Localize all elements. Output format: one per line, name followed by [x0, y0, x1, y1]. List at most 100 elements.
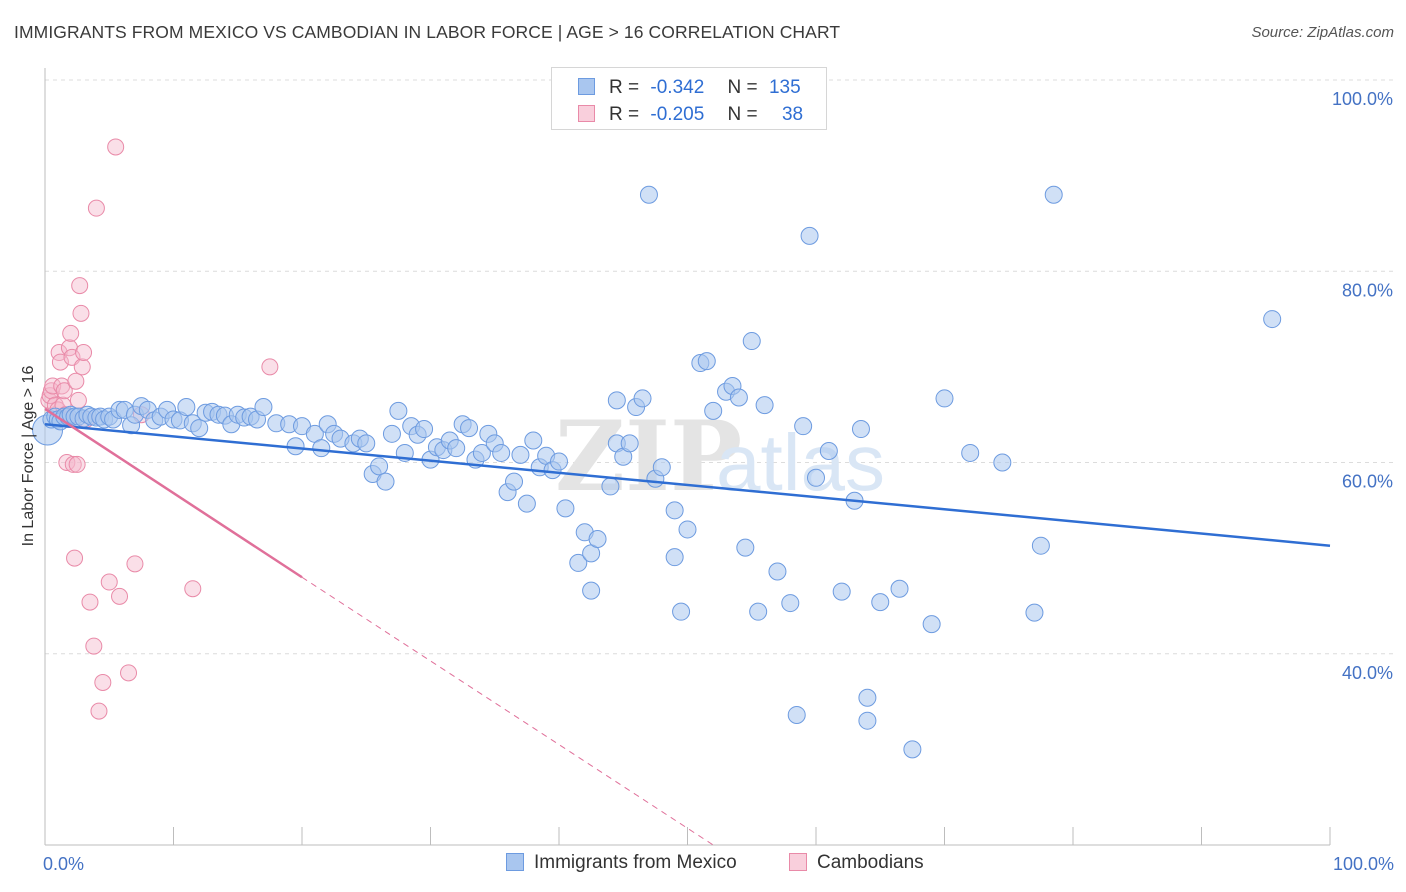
point-mexico — [858, 688, 877, 707]
point-cambodian — [58, 454, 76, 471]
point-mexico — [871, 593, 890, 612]
point-mexico — [800, 226, 819, 245]
point-mexico — [1031, 536, 1050, 555]
point-mexico — [376, 472, 395, 491]
point-mexico — [781, 594, 800, 613]
point-mexico — [382, 424, 401, 443]
point-cambodian — [90, 702, 108, 720]
point-mexico — [1044, 185, 1063, 204]
point-mexico — [312, 439, 331, 458]
point-mexico — [588, 530, 607, 548]
point-mexico — [851, 420, 870, 439]
point-mexico — [607, 391, 626, 410]
point-cambodian — [107, 138, 125, 156]
y-tick-label: 80.0% — [1342, 280, 1393, 300]
point-mexico — [511, 445, 530, 464]
point-mexico — [652, 458, 671, 477]
point-cambodian — [68, 455, 86, 473]
point-mexico — [633, 389, 652, 408]
point-mexico — [357, 434, 376, 453]
point-mexico — [639, 185, 658, 204]
point-mexico — [517, 494, 536, 513]
point-cambodian — [75, 344, 93, 362]
point-mexico — [742, 332, 761, 351]
point-mexico — [755, 396, 774, 415]
point-mexico — [190, 419, 209, 438]
point-mexico — [807, 468, 825, 487]
point-mexico — [601, 477, 620, 496]
legend-row-mexico: R = -0.342 N = 135 — [578, 77, 801, 101]
point-mexico — [1025, 603, 1044, 622]
point-mexico — [935, 389, 954, 408]
series-legend-label: Immigrants from Mexico — [534, 852, 737, 873]
y-tick-label: 40.0% — [1342, 663, 1393, 683]
point-mexico — [582, 581, 601, 600]
point-mexico — [729, 388, 748, 407]
legend-r-value: -0.342 — [650, 77, 705, 98]
point-mexico — [704, 401, 723, 420]
point-mexico — [665, 548, 684, 567]
x-tick-label-min: 0.0% — [43, 854, 84, 874]
trend-mexico — [44, 423, 1331, 547]
x-ticks — [44, 827, 1331, 845]
point-mexico — [620, 434, 639, 453]
legend-r-label: R = — [609, 104, 640, 125]
point-mexico — [832, 582, 851, 601]
point-mexico — [749, 602, 768, 621]
series-legend-mexico: Immigrants from Mexico — [506, 852, 737, 874]
point-cambodian — [126, 555, 144, 573]
point-mexico — [961, 443, 980, 462]
point-cambodian — [66, 549, 84, 567]
point-cambodian — [85, 637, 103, 655]
trend-lines — [44, 407, 1331, 846]
point-mexico — [460, 419, 479, 438]
trend-cambodians-extension — [301, 576, 714, 846]
y-axis-title: In Labor Force | Age > 16 — [20, 366, 37, 547]
series-legend-cambodians: Cambodians — [789, 852, 924, 874]
point-cambodian — [72, 304, 90, 322]
point-mexico — [1263, 310, 1282, 329]
legend-r-label: R = — [609, 77, 640, 98]
point-cambodian — [81, 593, 99, 611]
point-mexico — [922, 615, 941, 634]
point-mexico — [819, 442, 838, 461]
chart-title: IMMIGRANTS FROM MEXICO VS CAMBODIAN IN L… — [14, 22, 841, 42]
y-tick-labels: 40.0% 60.0% 80.0% 100.0% — [1332, 89, 1393, 683]
point-mexico — [447, 439, 466, 458]
point-mexico — [556, 499, 575, 518]
series-legend-label: Cambodians — [817, 852, 924, 873]
legend-n-label: N = — [727, 77, 758, 98]
legend-swatch-mexico — [578, 78, 595, 95]
point-mexico — [665, 501, 684, 520]
point-cambodian — [94, 673, 112, 691]
x-tick-label-max: 100.0% — [1333, 854, 1394, 874]
legend-row-cambodians: R = -0.205 N = 38 — [578, 104, 803, 128]
point-cambodian — [100, 573, 118, 591]
point-cambodian — [55, 382, 73, 400]
trend-cambodians — [44, 407, 303, 579]
y-tick-label: 100.0% — [1332, 89, 1393, 109]
y-tick-label: 60.0% — [1342, 472, 1393, 492]
point-mexico — [890, 579, 909, 598]
point-mexico — [505, 472, 524, 491]
point-mexico — [569, 553, 588, 572]
point-cambodian — [62, 324, 80, 342]
point-mexico — [472, 443, 491, 462]
series-mexico — [32, 185, 1282, 759]
point-mexico — [177, 398, 196, 417]
point-mexico — [697, 352, 716, 371]
chart-source: Source: ZipAtlas.com — [1251, 24, 1394, 41]
series-legend-swatch-mexico — [506, 853, 524, 871]
point-mexico — [254, 398, 273, 417]
legend-r-value: -0.205 — [650, 104, 705, 125]
point-mexico — [787, 705, 806, 724]
point-cambodian — [71, 277, 89, 295]
gridlines — [45, 79, 1393, 655]
point-mexico — [524, 431, 543, 450]
correlation-legend: R = -0.342 N = 135 R = -0.205 N = 38 — [551, 67, 827, 130]
point-mexico — [389, 401, 408, 420]
legend-n-value: 135 — [768, 77, 801, 98]
point-mexico — [768, 562, 787, 581]
point-mexico — [858, 711, 877, 730]
series-legend-swatch-cambodians — [789, 853, 807, 871]
